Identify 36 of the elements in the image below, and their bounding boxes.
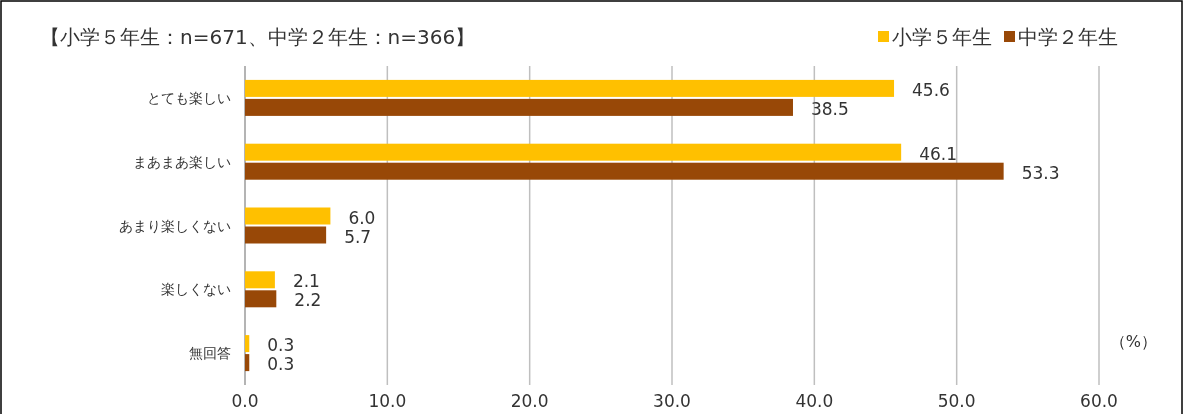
x-tick-label: 40.0 xyxy=(795,391,834,411)
bar xyxy=(245,79,895,97)
text: （%） xyxy=(1109,332,1157,351)
bar xyxy=(245,226,327,244)
bar xyxy=(245,162,1004,180)
legend-label: 小学５年生 xyxy=(892,25,992,49)
bar xyxy=(245,335,250,353)
bar xyxy=(245,98,793,116)
data-label: 2.1 xyxy=(292,271,320,292)
y-tick-label: あまり楽しくない xyxy=(119,217,231,234)
data-label: 5.7 xyxy=(344,226,372,247)
bar xyxy=(245,354,250,372)
y-tick-label: とても楽しい xyxy=(147,89,231,106)
x-tick-label: 50.0 xyxy=(937,391,976,411)
x-tick-label: 60.0 xyxy=(1080,391,1118,411)
bar xyxy=(245,143,902,161)
chart-title: 【小学５年生：n=671、中学２年生：n=366】 xyxy=(40,25,476,49)
y-tick-label: まあまあ楽しい xyxy=(133,153,231,170)
legend-label: 中学２年生 xyxy=(1018,25,1118,49)
bar xyxy=(245,290,277,308)
x-tick-label: 0.0 xyxy=(231,391,259,411)
bar xyxy=(245,207,331,225)
x-tick-label: 30.0 xyxy=(653,391,691,411)
y-tick-label: 無回答 xyxy=(189,345,231,362)
x-tick-label: 20.0 xyxy=(510,391,549,411)
x-tick-label: 10.0 xyxy=(368,391,407,411)
data-label: 0.3 xyxy=(267,354,295,375)
data-label: 2.2 xyxy=(294,290,322,311)
data-label: 45.6 xyxy=(912,79,950,100)
data-label: 0.3 xyxy=(267,335,295,356)
data-label: 38.5 xyxy=(810,98,849,119)
bar xyxy=(245,271,275,289)
y-tick-label: 楽しくない xyxy=(161,281,231,298)
data-label: 53.3 xyxy=(1021,162,1060,183)
data-label: 6.0 xyxy=(348,207,376,228)
data-label: 46.1 xyxy=(919,143,958,164)
